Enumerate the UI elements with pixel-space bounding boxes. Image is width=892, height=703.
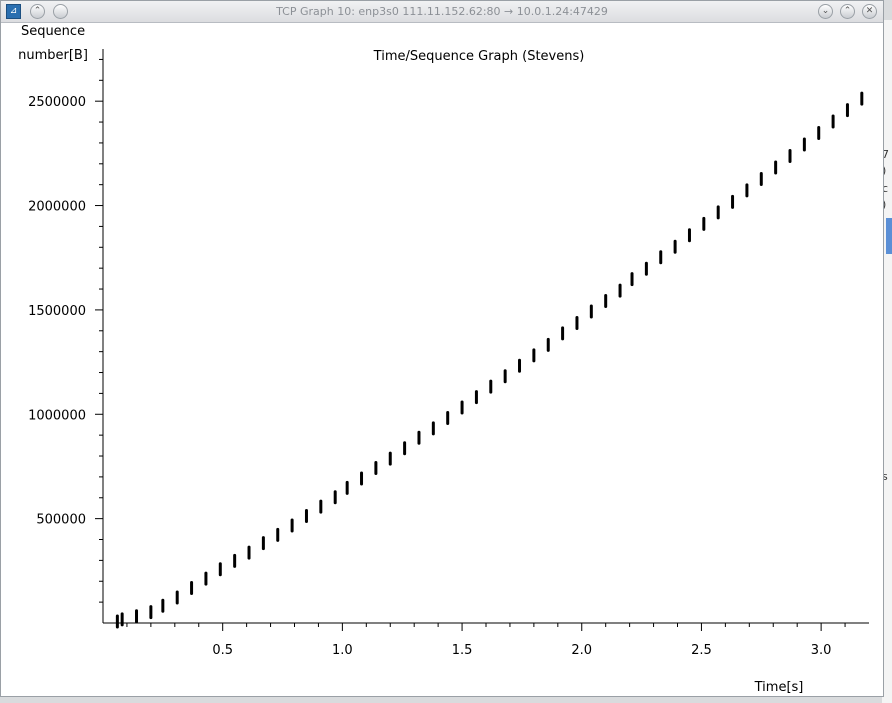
y-tick-label: 500000 [36, 513, 86, 528]
window-title: TCP Graph 10: enp3s0 111.11.152.62:80 → … [276, 5, 608, 18]
window-titlebar[interactable]: ⊿ ⌃ TCP Graph 10: enp3s0 111.11.152.62:8… [1, 1, 883, 23]
shade-button[interactable]: ⌃ [30, 4, 45, 19]
chart-title: Time/Sequence Graph (Stevens) [373, 49, 585, 64]
x-axis-label: Time[s] [754, 680, 804, 695]
x-tick-label: 3.0 [811, 643, 832, 658]
y-tick-label: 2500000 [28, 95, 86, 110]
x-tick-label: 1.5 [452, 643, 473, 658]
maximize-button[interactable]: ⌃ [840, 4, 855, 19]
x-tick-label: 2.0 [571, 643, 592, 658]
background-window-strip: 7 ) c ) s [882, 20, 892, 703]
background-text-fragment: ) [882, 164, 887, 177]
background-text-fragment: ) [882, 198, 887, 211]
close-button[interactable]: ✕ [862, 4, 877, 19]
keep-above-button[interactable] [53, 4, 68, 19]
background-selection [886, 218, 892, 254]
x-tick-label: 0.5 [212, 643, 233, 658]
chart-ticks: 500000 1000000 1500000 2000000 2500000 0.5 1.0… [28, 58, 846, 658]
x-tick-label: 1.0 [332, 643, 353, 658]
chart-axes [102, 49, 869, 624]
time-sequence-graph[interactable]: Time/Sequence Graph (Stevens) Sequence n… [1, 21, 883, 697]
y-axis-label-line1: Sequence [21, 24, 85, 39]
y-axis-label-line2: number[B] [18, 48, 88, 63]
app-menu-icon[interactable]: ⊿ [6, 4, 21, 19]
background-text-fragment: 7 [882, 148, 889, 161]
chart-points [115, 91, 864, 629]
y-tick-label: 1500000 [28, 304, 86, 319]
x-tick-label: 2.5 [691, 643, 712, 658]
background-text-fragment: c [882, 182, 889, 195]
background-text-fragment: s [882, 470, 888, 483]
minimize-button[interactable]: ⌄ [818, 4, 833, 19]
y-tick-label: 2000000 [28, 200, 86, 215]
y-tick-label: 1000000 [28, 408, 86, 423]
